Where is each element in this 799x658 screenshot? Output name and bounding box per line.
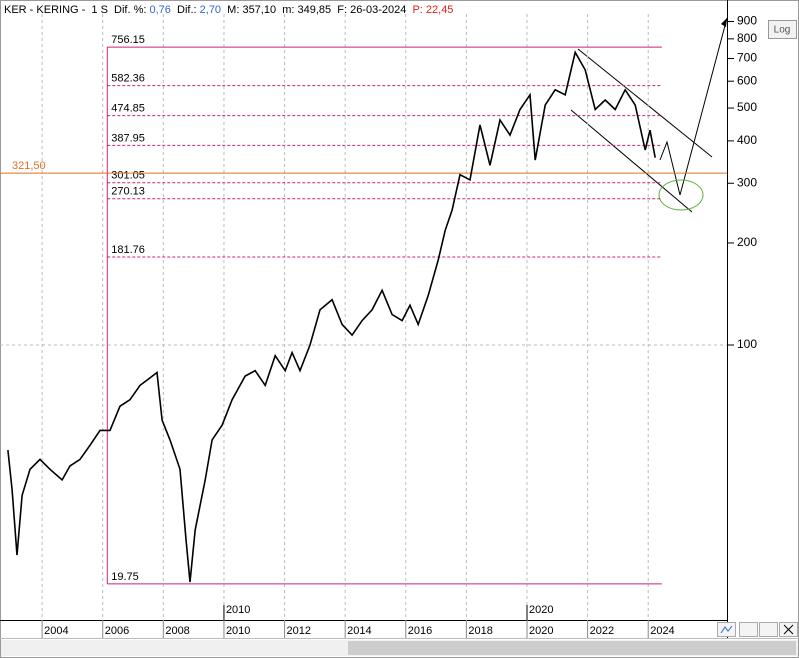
target-ellipse xyxy=(658,179,704,211)
x-tick-label: 2016 xyxy=(408,625,432,637)
fib-label: 270.13 xyxy=(111,186,145,198)
y-tick-label: 600 xyxy=(737,73,757,87)
fib-label: 474.85 xyxy=(111,103,145,115)
x-tick-label: 2012 xyxy=(287,625,311,637)
x-tick-label: 2018 xyxy=(468,625,492,637)
button-zoom-icon xyxy=(720,625,733,634)
header-part: 2,70 xyxy=(200,4,221,16)
y-tick-label: 400 xyxy=(737,133,757,147)
x-tick-label: 2004 xyxy=(44,625,68,637)
x-tick-label: 2008 xyxy=(165,625,189,637)
x-tick-label: 2014 xyxy=(347,625,371,637)
x-tick-label: 2010 xyxy=(226,625,250,637)
header-part: M: 357,10 m: 349,85 F: 26-03-2024 xyxy=(221,4,412,16)
log-button-box[interactable] xyxy=(768,20,797,39)
header: KER - KERING - 1 S Dif. %: 0,76 Dif.: 2,… xyxy=(4,4,453,16)
button-chart[interactable] xyxy=(739,622,758,637)
fib-label: 387.95 xyxy=(111,132,145,144)
y-tick-label: 300 xyxy=(737,175,757,189)
x-tick-label: 2022 xyxy=(590,625,614,637)
fib-label: 19.75 xyxy=(111,571,139,583)
x-tick-label: 2020 xyxy=(529,625,553,637)
button-pan[interactable] xyxy=(759,622,778,637)
header-text: KER - KERING - 1 S Dif. %: 0,76 Dif.: 2,… xyxy=(4,4,453,16)
y-tick-label: 500 xyxy=(737,100,757,114)
channel-upper xyxy=(577,48,713,158)
y-tick-label: 700 xyxy=(737,51,757,65)
x-tick-label: 2024 xyxy=(650,625,674,637)
fib-label: 181.76 xyxy=(111,244,145,256)
support-label: 321,50 xyxy=(12,160,46,172)
channel-lower xyxy=(570,109,693,213)
y-tick-label: 800 xyxy=(737,31,757,45)
header-part: KER - KERING - 1 S Dif. %: xyxy=(4,4,149,16)
fib-label: 582.36 xyxy=(111,72,145,84)
x-tick-label: 2006 xyxy=(105,625,129,637)
header-part: 0,76 xyxy=(149,4,170,16)
button-close-icon xyxy=(783,624,794,635)
decade-label: 2010 xyxy=(226,604,250,616)
fib-label: 756.15 xyxy=(111,34,145,46)
header-part: P: 22,45 xyxy=(412,4,453,16)
scrollbar-thumb[interactable] xyxy=(348,641,796,655)
decade-label: 2020 xyxy=(529,604,553,616)
projection-path xyxy=(659,17,728,196)
price-line xyxy=(7,50,656,583)
y-tick-label: 100 xyxy=(737,337,757,351)
log-button-label[interactable]: Log xyxy=(774,25,791,36)
header-part: Dif.: xyxy=(171,4,200,16)
fib-label: 301.05 xyxy=(111,170,145,182)
y-tick-label: 900 xyxy=(737,14,757,28)
y-tick-label: 200 xyxy=(737,235,757,249)
log-button[interactable]: Log xyxy=(768,20,797,39)
projection-arrowhead xyxy=(721,18,727,27)
